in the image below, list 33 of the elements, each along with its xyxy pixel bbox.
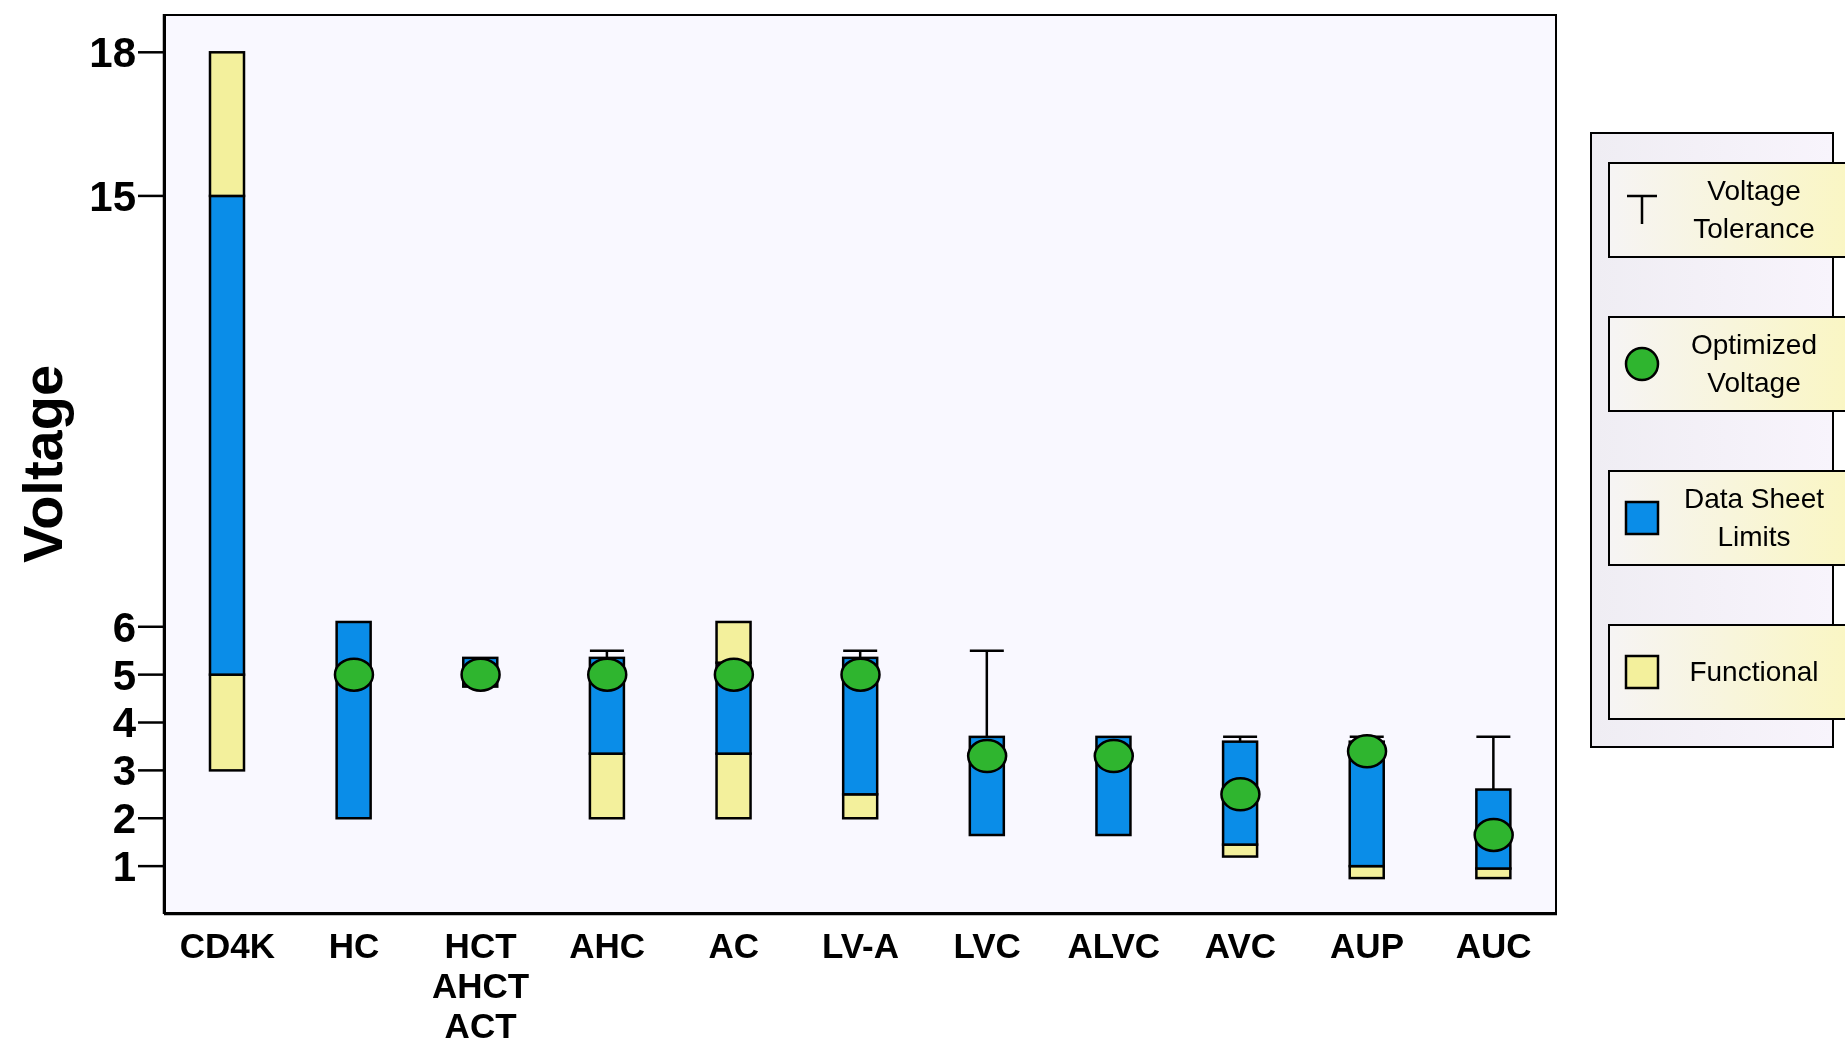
x-tick-label: CD4K	[179, 926, 275, 965]
point	[586, 657, 628, 692]
x-tick-label: AC	[708, 926, 760, 965]
point	[1346, 733, 1388, 769]
y-tick-label: 1	[112, 843, 136, 891]
legend-label: Functional	[1688, 655, 1820, 689]
x-tick-label: AUP	[1330, 926, 1404, 965]
x-tick-label: LVC	[953, 926, 1021, 965]
y-tick-label: 4	[112, 699, 137, 747]
x-tick-label: AHC	[569, 926, 646, 965]
x-tick-label: HCT AHCT ACT	[431, 926, 530, 1045]
point	[713, 657, 755, 692]
point	[966, 738, 1008, 774]
point	[1093, 738, 1135, 774]
y-tick-label: 3	[112, 747, 136, 795]
point	[1473, 817, 1514, 853]
y-axis-title: Voltage	[10, 364, 74, 564]
legend-label: Optimized Voltage	[1689, 328, 1818, 400]
text: Voltage Tolerance	[1692, 174, 1816, 246]
x-tick-label: AUC	[1455, 926, 1532, 965]
x-tick-label: LV-A	[821, 926, 900, 965]
y-tick-label: 18	[89, 29, 136, 77]
y-tick-label: 2	[112, 795, 136, 843]
y-tick-label: 15	[89, 172, 136, 220]
x-tick-label: ALVC	[1067, 926, 1161, 965]
y-tick-label: 5	[112, 651, 136, 699]
point	[333, 657, 375, 692]
point	[840, 657, 881, 692]
y-tick-label: 6	[112, 603, 136, 651]
legend-label: Data Sheet Limits	[1682, 482, 1826, 554]
x-tick-label: AVC	[1204, 926, 1277, 965]
point	[1220, 777, 1261, 812]
x-tick-label: HC	[328, 926, 380, 965]
